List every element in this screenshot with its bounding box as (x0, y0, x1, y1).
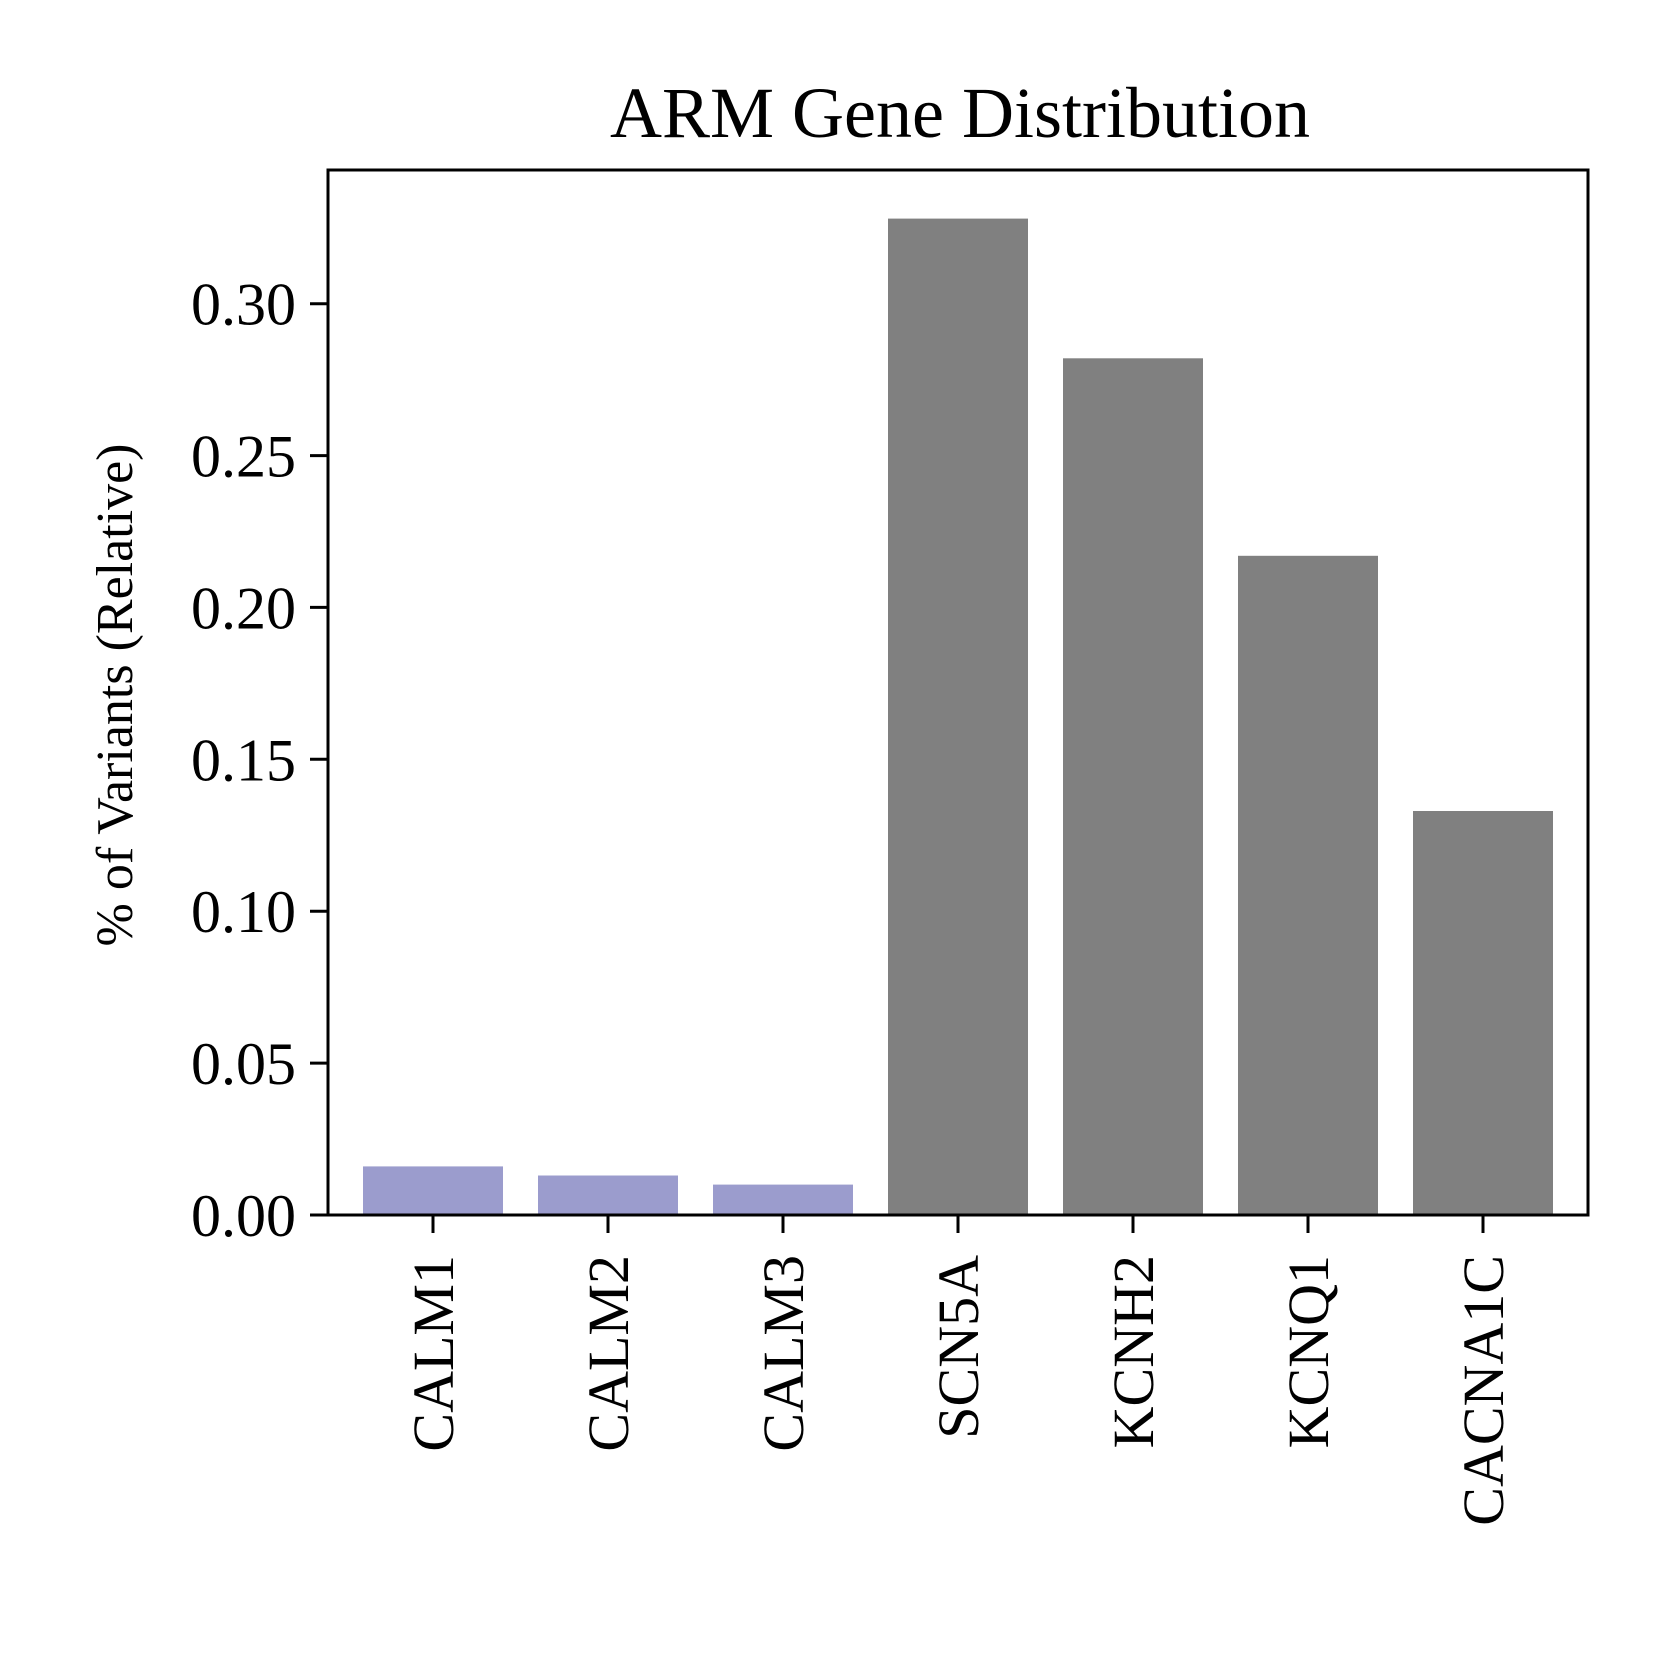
x-tick-label: CALM2 (576, 1255, 641, 1452)
x-tick-label: KCNH2 (1101, 1255, 1166, 1448)
y-tick-label: 0.30 (191, 272, 296, 338)
bar-calm1 (363, 1166, 503, 1215)
x-tick-label: CALM3 (751, 1255, 816, 1452)
y-tick-label: 0.05 (191, 1031, 296, 1097)
y-axis-label: % of Variants (Relative) (87, 444, 144, 947)
y-tick-label: 0.10 (191, 879, 296, 945)
bar-cacna1c (1413, 811, 1553, 1215)
x-tick-label: CALM1 (401, 1255, 466, 1452)
x-axis-ticks: CALM1 CALM2 CALM3 SCN5A KCNH2 KCNQ1 CACNA1C (401, 1215, 1516, 1526)
bar-calm2 (538, 1175, 678, 1215)
bar-calm3 (713, 1184, 853, 1215)
bar-kcnq1 (1238, 555, 1378, 1215)
chart-title: ARM Gene Distribution (610, 73, 1310, 153)
bar-scn5a (888, 218, 1028, 1216)
plot-frame (326, 168, 1590, 1217)
y-tick-label: 0.00 (191, 1183, 296, 1249)
x-tick-label: CACNA1C (1451, 1255, 1516, 1526)
y-axis-ticks: 0.00 0.05 0.10 0.15 0.20 0.25 0.30 (191, 272, 328, 1249)
x-tick-label: SCN5A (926, 1255, 991, 1439)
bars-layer (363, 218, 1553, 1216)
y-tick-label: 0.25 (191, 424, 296, 490)
y-tick-label: 0.15 (191, 727, 296, 793)
bar-kcnh2 (1063, 358, 1203, 1215)
y-tick-label: 0.20 (191, 575, 296, 641)
x-tick-label: KCNQ1 (1276, 1255, 1341, 1448)
